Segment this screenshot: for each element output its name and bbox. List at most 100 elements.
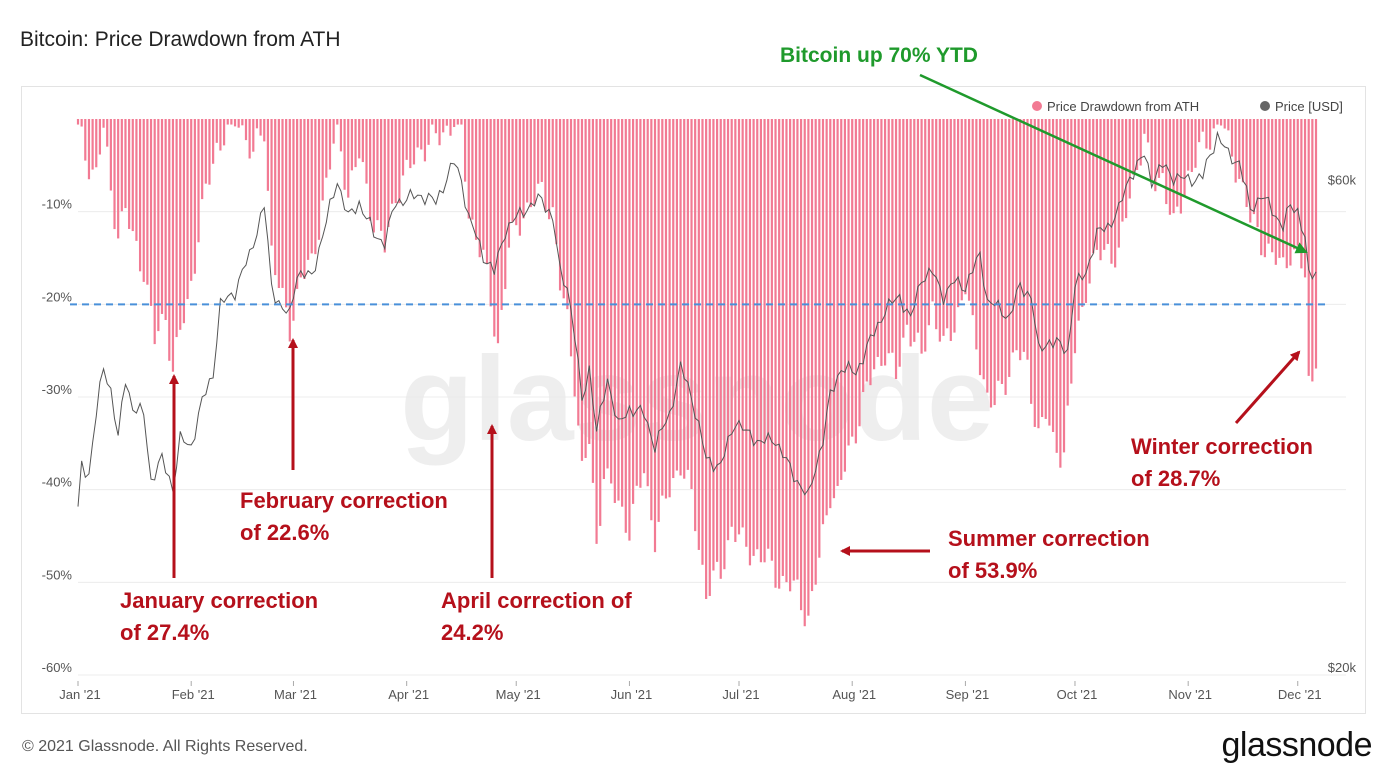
drawdown-bar — [778, 119, 781, 589]
drawdown-bar — [898, 119, 901, 367]
drawdown-bar — [876, 119, 879, 357]
drawdown-bar — [434, 119, 437, 134]
drawdown-bar — [1092, 119, 1095, 254]
drawdown-bar — [241, 119, 244, 126]
drawdown-bar — [244, 119, 248, 141]
drawdown-bar — [631, 119, 635, 504]
drawdown-bar — [1307, 119, 1310, 376]
drawdown-bar — [1168, 119, 1172, 215]
drawdown-bar — [555, 119, 558, 245]
drawdown-bar — [745, 119, 748, 547]
drawdown-bar — [825, 119, 828, 516]
legend[interactable]: Price Drawdown from ATH Price [USD] — [1032, 99, 1343, 114]
drawdown-bar — [701, 119, 704, 565]
drawdown-bar — [131, 119, 134, 232]
drawdown-bar — [1110, 119, 1113, 264]
brand-logo-text[interactable]: glassnode — [1221, 726, 1372, 764]
y-tick-label: -30% — [42, 382, 73, 397]
drawdown-bar — [343, 119, 346, 190]
x-tick-label: Jun '21 — [611, 687, 653, 702]
legend-drawdown-label[interactable]: Price Drawdown from ATH — [1047, 99, 1199, 114]
annotation-arrows — [169, 73, 1308, 578]
drawdown-bar — [1143, 119, 1146, 134]
drawdown-bar — [730, 119, 733, 527]
drawdown-bar — [902, 119, 905, 338]
drawdown-bar — [960, 119, 963, 301]
drawdown-bar — [222, 119, 226, 146]
legend-price-label[interactable]: Price [USD] — [1275, 99, 1343, 114]
y-right-tick-label: $60k — [1328, 172, 1357, 187]
drawdown-bar — [540, 119, 543, 182]
chart-frame — [21, 86, 1366, 714]
drawdown-bar — [409, 119, 412, 169]
drawdown-bar — [431, 119, 434, 125]
drawdown-bar — [153, 119, 156, 345]
drawdown-bar — [522, 119, 525, 219]
chart-title: Bitcoin: Price Drawdown from ATH — [20, 28, 341, 51]
drawdown-bar — [1037, 119, 1040, 429]
drawdown-bar — [807, 119, 810, 616]
drawdown-bar — [471, 119, 474, 220]
drawdown-bar — [1161, 119, 1164, 174]
drawdown-bar — [683, 119, 686, 479]
drawdown-bar — [1099, 119, 1102, 261]
arrow-ytd — [919, 73, 1308, 254]
drawdown-bar — [1084, 119, 1088, 303]
drawdown-bar — [562, 119, 565, 299]
drawdown-bar — [708, 119, 711, 596]
drawdown-bar — [799, 119, 803, 611]
drawdown-bar — [1022, 119, 1025, 352]
drawdown-bar — [1271, 119, 1274, 253]
drawdown-bar — [642, 119, 646, 474]
drawdown-bar — [1230, 119, 1234, 157]
drawdown-bar — [478, 119, 481, 258]
drawdown-bar — [467, 119, 470, 219]
drawdown-bar — [369, 119, 372, 221]
drawdown-bar — [226, 119, 229, 125]
drawdown-bar — [179, 119, 182, 330]
y-tick-label: -60% — [42, 660, 73, 675]
drawdown-bar — [602, 119, 605, 480]
drawdown-bar — [967, 119, 971, 301]
drawdown-bar — [544, 119, 547, 212]
drawdown-bar — [862, 119, 865, 393]
drawdown-bar — [675, 119, 679, 471]
drawdown-bar — [741, 119, 744, 528]
x-tick-label: Jan '21 — [59, 687, 101, 702]
drawdown-bar — [1059, 119, 1062, 468]
drawdown-bar — [1077, 119, 1080, 321]
drawdown-bar — [595, 119, 598, 544]
drawdown-bar — [248, 119, 251, 159]
drawdown-bar — [1103, 119, 1106, 250]
drawdown-bar — [474, 119, 478, 240]
drawdown-bar — [763, 119, 766, 563]
drawdown-bar — [873, 119, 876, 370]
drawdown-bar — [507, 119, 511, 248]
drawdown-bar — [569, 119, 573, 357]
drawdown-bar — [869, 119, 872, 386]
drawdown-bar — [190, 119, 193, 281]
annotation-ytd-line: Bitcoin up 70% YTD — [780, 44, 978, 67]
drawdown-bar — [138, 119, 142, 272]
drawdown-bar — [964, 119, 967, 295]
drawdown-bar — [1106, 119, 1109, 244]
drawdown-bars — [76, 119, 1318, 627]
drawdown-bar — [354, 119, 357, 168]
drawdown-bar — [927, 119, 930, 326]
drawdown-bar — [361, 119, 364, 163]
drawdown-bar — [358, 119, 361, 159]
drawdown-bar — [201, 119, 204, 200]
drawdown-bar — [449, 119, 452, 136]
drawdown-bar — [851, 119, 854, 437]
drawdown-bar — [785, 119, 788, 583]
drawdown-bar — [840, 119, 843, 480]
drawdown-bar — [76, 119, 80, 125]
drawdown-bar — [1300, 119, 1303, 269]
drawdown-bar — [1267, 119, 1270, 244]
drawdown-bar — [606, 119, 609, 469]
drawdown-bar — [752, 119, 755, 556]
drawdown-bar — [281, 119, 284, 288]
drawdown-bar — [715, 119, 719, 562]
drawdown-bar — [511, 119, 514, 222]
